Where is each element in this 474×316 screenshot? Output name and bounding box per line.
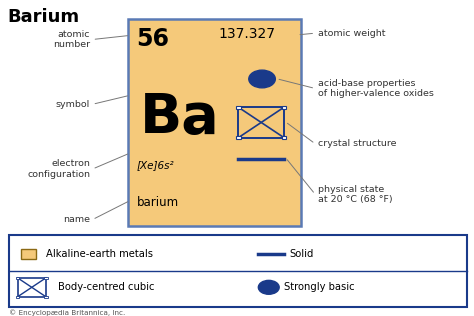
Text: Ba: Ba bbox=[140, 91, 220, 145]
Bar bbox=[236, 106, 241, 109]
Text: [Xe]6s²: [Xe]6s² bbox=[137, 160, 174, 170]
Bar bbox=[16, 295, 19, 298]
Bar bbox=[16, 276, 19, 279]
Bar bbox=[18, 278, 46, 297]
Bar bbox=[9, 235, 467, 307]
Text: Solid: Solid bbox=[289, 249, 313, 259]
Bar bbox=[238, 107, 284, 138]
Text: physical state
at 20 °C (68 °F): physical state at 20 °C (68 °F) bbox=[318, 185, 392, 204]
Text: © Encyclopædia Britannica, Inc.: © Encyclopædia Britannica, Inc. bbox=[9, 309, 125, 316]
Text: atomic
number: atomic number bbox=[53, 30, 90, 49]
Bar bbox=[236, 136, 241, 139]
Text: Barium: Barium bbox=[7, 8, 79, 26]
Text: Alkaline-earth metals: Alkaline-earth metals bbox=[46, 249, 153, 259]
Bar bbox=[44, 295, 48, 298]
Circle shape bbox=[249, 70, 275, 88]
Text: acid-base properties
of higher-valence oxides: acid-base properties of higher-valence o… bbox=[318, 79, 433, 98]
Text: 137.327: 137.327 bbox=[218, 27, 275, 41]
Text: crystal structure: crystal structure bbox=[318, 139, 396, 148]
Text: Strongly basic: Strongly basic bbox=[284, 282, 355, 292]
Circle shape bbox=[258, 280, 279, 294]
Bar bbox=[282, 106, 286, 109]
Text: Body-centred cubic: Body-centred cubic bbox=[58, 282, 155, 292]
Text: name: name bbox=[63, 215, 90, 224]
Text: electron
configuration: electron configuration bbox=[27, 159, 90, 179]
Text: barium: barium bbox=[137, 196, 179, 209]
Text: symbol: symbol bbox=[56, 100, 90, 109]
Bar bbox=[21, 249, 36, 259]
Bar bbox=[128, 19, 301, 226]
Bar bbox=[44, 276, 48, 279]
Text: 56: 56 bbox=[137, 27, 170, 51]
Text: atomic weight: atomic weight bbox=[318, 29, 385, 38]
Bar bbox=[282, 136, 286, 139]
